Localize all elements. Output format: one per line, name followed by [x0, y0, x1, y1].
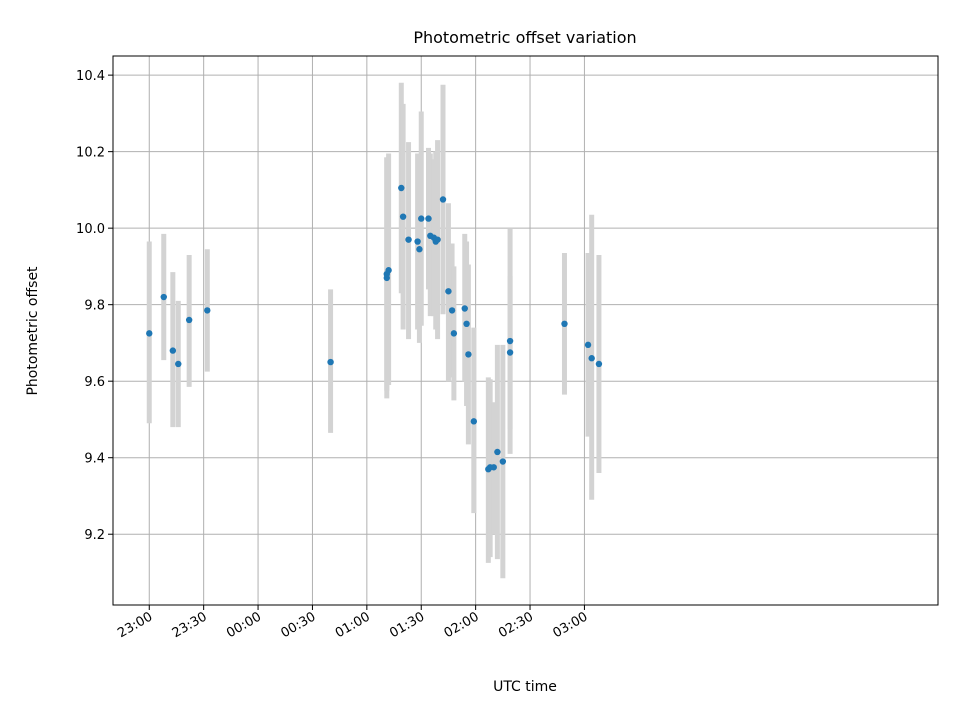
x-axis-label: UTC time: [493, 679, 557, 695]
x-tick-label-4: 01:00: [333, 609, 373, 641]
data-point-24: [450, 330, 458, 337]
data-point-0: [146, 330, 153, 337]
data-point-22: [445, 288, 452, 295]
x-tick-label-3: 00:30: [279, 609, 319, 641]
data-point-31: [490, 464, 497, 471]
y-axis-label: Photometric offset: [25, 266, 41, 396]
plot-frame: [112, 55, 939, 606]
data-point-34: [506, 337, 514, 345]
data-point-39: [595, 360, 603, 368]
data-point-11: [399, 213, 407, 220]
data-point-20: [434, 236, 441, 243]
data-point-2: [169, 347, 177, 354]
data-point-33: [499, 458, 507, 465]
y-tick-label-5: 10.2: [76, 146, 105, 161]
data-point-3: [175, 360, 182, 368]
data-points: [146, 184, 603, 473]
x-tick-label-5: 01:30: [387, 609, 427, 641]
data-point-12: [405, 236, 412, 243]
data-point-36: [561, 320, 568, 328]
x-axis-ticks: 23:00 23:30 00:00 00:30 01:00 01:30 02:00 02:30…: [115, 605, 590, 641]
data-point-16: [425, 215, 432, 222]
x-tick-label-6: 02:00: [442, 609, 482, 641]
x-tick-label-7: 02:30: [496, 609, 536, 641]
data-point-10: [398, 184, 405, 192]
x-tick-label-0: 23:00: [115, 609, 155, 641]
data-point-1: [160, 293, 167, 301]
y-tick-label-0: 9.2: [84, 528, 105, 543]
data-point-23: [448, 307, 456, 314]
y-tick-label-1: 9.4: [84, 452, 105, 467]
data-point-26: [463, 320, 470, 328]
data-point-28: [470, 418, 478, 425]
data-point-13: [414, 238, 421, 245]
x-tick-label-2: 00:00: [224, 609, 264, 641]
y-tick-label-4: 10.0: [76, 222, 105, 237]
data-point-37: [584, 341, 592, 349]
y-tick-label-3: 9.8: [84, 299, 105, 314]
x-tick-label-1: 23:30: [170, 609, 210, 641]
grid: [113, 56, 938, 605]
error-bars: [146, 82, 602, 579]
data-point-27: [465, 351, 472, 358]
y-tick-label-2: 9.6: [84, 375, 105, 390]
data-point-21: [439, 196, 447, 203]
data-point-25: [461, 305, 468, 312]
data-point-4: [185, 316, 193, 324]
data-point-14: [416, 246, 423, 253]
data-point-9: [385, 267, 392, 274]
data-point-35: [506, 349, 514, 356]
x-tick-label-8: 03:00: [550, 609, 590, 641]
data-point-15: [418, 215, 425, 222]
data-point-38: [588, 355, 595, 362]
data-point-5: [204, 307, 211, 314]
y-axis-ticks: 9.2 9.4 9.6 9.8 10.0 10.2 10.4: [76, 69, 113, 543]
data-point-32: [494, 448, 501, 456]
data-point-6: [327, 358, 334, 366]
chart-title: Photometric offset variation: [413, 28, 636, 47]
y-tick-label-6: 10.4: [76, 69, 105, 84]
